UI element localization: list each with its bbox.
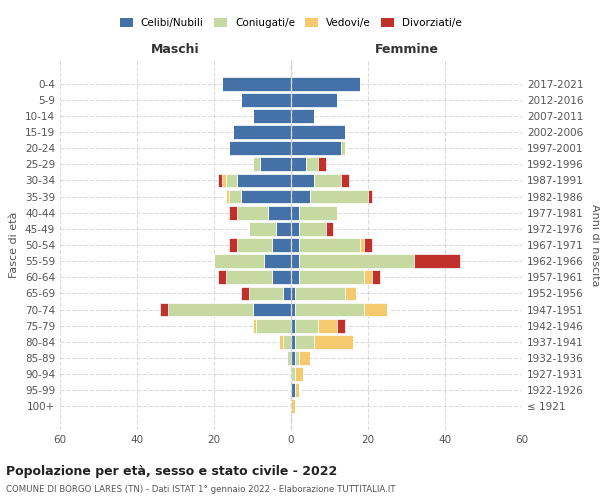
Bar: [318, 158, 326, 171]
Bar: [291, 190, 310, 203]
Bar: [237, 238, 272, 252]
Bar: [364, 238, 372, 252]
Bar: [218, 270, 226, 284]
Bar: [291, 238, 299, 252]
Bar: [318, 319, 337, 332]
Bar: [364, 270, 372, 284]
Bar: [295, 319, 318, 332]
Bar: [360, 238, 364, 252]
Bar: [241, 190, 291, 203]
Bar: [214, 254, 264, 268]
Bar: [291, 367, 295, 381]
Bar: [287, 351, 291, 365]
Bar: [226, 190, 229, 203]
Bar: [314, 335, 353, 348]
Bar: [299, 351, 310, 365]
Bar: [295, 351, 299, 365]
Bar: [295, 286, 345, 300]
Y-axis label: Anni di nascita: Anni di nascita: [590, 204, 600, 286]
Text: Femmine: Femmine: [374, 44, 439, 57]
Text: Popolazione per età, sesso e stato civile - 2022: Popolazione per età, sesso e stato civil…: [6, 465, 337, 478]
Bar: [291, 174, 314, 188]
Bar: [241, 93, 291, 106]
Bar: [314, 174, 341, 188]
Bar: [295, 367, 302, 381]
Bar: [291, 206, 299, 220]
Bar: [218, 174, 222, 188]
Bar: [337, 319, 345, 332]
Bar: [299, 206, 337, 220]
Bar: [326, 222, 334, 235]
Bar: [160, 302, 168, 316]
Bar: [248, 286, 283, 300]
Text: Maschi: Maschi: [151, 44, 200, 57]
Bar: [229, 238, 237, 252]
Bar: [414, 254, 460, 268]
Bar: [291, 351, 295, 365]
Bar: [229, 190, 241, 203]
Bar: [168, 302, 253, 316]
Bar: [341, 142, 345, 155]
Bar: [295, 302, 364, 316]
Legend: Celibi/Nubili, Coniugati/e, Vedovi/e, Divorziati/e: Celibi/Nubili, Coniugati/e, Vedovi/e, Di…: [116, 14, 466, 32]
Bar: [291, 270, 299, 284]
Bar: [222, 77, 291, 90]
Bar: [291, 109, 314, 123]
Bar: [368, 190, 372, 203]
Bar: [253, 158, 260, 171]
Bar: [233, 125, 291, 139]
Bar: [229, 142, 291, 155]
Bar: [345, 286, 356, 300]
Bar: [248, 222, 275, 235]
Bar: [310, 190, 368, 203]
Bar: [291, 222, 299, 235]
Bar: [280, 335, 283, 348]
Bar: [253, 302, 291, 316]
Bar: [237, 206, 268, 220]
Bar: [291, 384, 295, 397]
Bar: [256, 319, 291, 332]
Text: COMUNE DI BORGO LARES (TN) - Dati ISTAT 1° gennaio 2022 - Elaborazione TUTTITALI: COMUNE DI BORGO LARES (TN) - Dati ISTAT …: [6, 485, 395, 494]
Bar: [291, 335, 295, 348]
Bar: [260, 158, 291, 171]
Bar: [275, 222, 291, 235]
Bar: [253, 109, 291, 123]
Bar: [283, 286, 291, 300]
Bar: [291, 254, 299, 268]
Bar: [299, 270, 364, 284]
Bar: [295, 335, 314, 348]
Bar: [307, 158, 318, 171]
Bar: [291, 302, 295, 316]
Bar: [283, 335, 291, 348]
Bar: [264, 254, 291, 268]
Bar: [237, 174, 291, 188]
Bar: [372, 270, 380, 284]
Bar: [291, 125, 345, 139]
Bar: [299, 238, 360, 252]
Bar: [291, 286, 295, 300]
Bar: [291, 158, 307, 171]
Bar: [291, 319, 295, 332]
Bar: [364, 302, 387, 316]
Bar: [341, 174, 349, 188]
Bar: [291, 93, 337, 106]
Bar: [272, 270, 291, 284]
Bar: [299, 254, 414, 268]
Y-axis label: Fasce di età: Fasce di età: [10, 212, 19, 278]
Bar: [268, 206, 291, 220]
Bar: [291, 142, 341, 155]
Bar: [253, 319, 256, 332]
Bar: [222, 174, 226, 188]
Bar: [291, 400, 295, 413]
Bar: [226, 270, 272, 284]
Bar: [295, 384, 299, 397]
Bar: [299, 222, 326, 235]
Bar: [226, 174, 237, 188]
Bar: [229, 206, 237, 220]
Bar: [272, 238, 291, 252]
Bar: [291, 77, 360, 90]
Bar: [241, 286, 248, 300]
